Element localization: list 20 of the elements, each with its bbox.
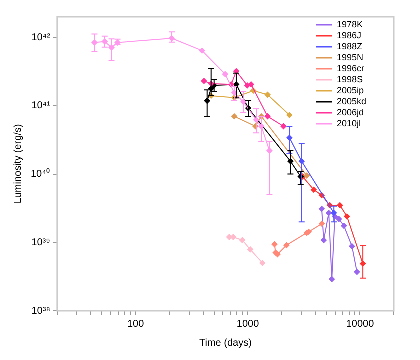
- legend-label: 1986J: [337, 30, 362, 40]
- legend-label: 2010jl: [337, 118, 362, 128]
- legend-label: 2005ip: [337, 85, 364, 96]
- legend-label: 1988Z: [337, 41, 364, 52]
- y-tick-label: 10⁴¹: [32, 100, 52, 112]
- legend-label: 2005kd: [337, 96, 367, 106]
- legend-label: 2006jd: [337, 107, 364, 118]
- x-tick-label: 100: [127, 318, 145, 330]
- y-axis-title: Luminosity (erg/s): [12, 124, 24, 204]
- y-tick-label: 10³⁹: [32, 237, 50, 248]
- legend-label: 1998S: [337, 74, 364, 84]
- legend-label: 1995N: [337, 52, 364, 62]
- y-tick-label: 10³⁸: [32, 306, 50, 317]
- x-tick-label: 10000: [346, 318, 375, 330]
- y-tick-label: 10⁴⁰: [31, 168, 50, 180]
- y-tick-label: 10⁴²: [32, 32, 52, 44]
- x-axis-title: Time (days): [200, 338, 252, 349]
- legend-label: 1996cr: [337, 63, 365, 74]
- legend-label: 1978K: [337, 19, 364, 30]
- x-tick-label: 1000: [236, 318, 260, 330]
